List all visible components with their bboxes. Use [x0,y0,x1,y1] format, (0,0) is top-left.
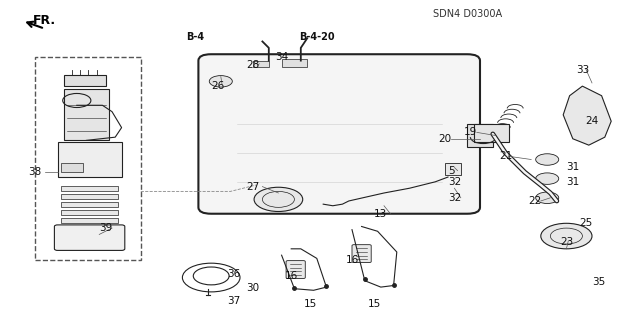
Circle shape [536,192,559,204]
Text: 38: 38 [29,167,42,177]
Text: B-4: B-4 [186,32,204,42]
Bar [58,142,122,177]
Bar [64,75,106,86]
Bar [61,202,118,207]
Text: 32: 32 [448,177,461,187]
Text: B-4-20: B-4-20 [299,32,335,42]
Polygon shape [563,86,611,145]
Text: 24: 24 [586,116,598,126]
Text: 25: 25 [579,218,592,228]
Text: 28: 28 [246,60,259,70]
Bar [61,186,118,191]
Bar [35,57,141,260]
Text: 27: 27 [246,182,259,192]
Text: FR.: FR. [33,14,56,27]
Text: 19: 19 [464,127,477,137]
Text: 21: 21 [499,151,512,161]
Text: 23: 23 [560,237,573,248]
Text: 16: 16 [346,255,358,265]
Bar [445,163,461,175]
Text: 15: 15 [368,299,381,309]
Text: 20: 20 [438,134,451,144]
Text: 15: 15 [304,299,317,309]
FancyBboxPatch shape [352,245,371,263]
Text: 26: 26 [211,81,224,91]
Text: 13: 13 [374,209,387,219]
Text: 32: 32 [448,193,461,203]
Bar [64,89,109,140]
Text: 22: 22 [528,196,541,206]
Bar [253,61,269,67]
Circle shape [254,187,303,211]
FancyBboxPatch shape [198,54,480,214]
Text: 34: 34 [275,52,288,63]
Circle shape [536,173,559,184]
Circle shape [536,154,559,165]
Text: 39: 39 [99,223,112,233]
Text: 35: 35 [592,277,605,287]
Bar [61,218,118,223]
Text: 36: 36 [227,269,240,279]
Bar [282,59,307,67]
Bar [61,194,118,199]
Text: 16: 16 [285,271,298,281]
Bar [467,124,493,147]
Text: 30: 30 [246,283,259,293]
Bar [61,210,118,215]
Text: 33: 33 [576,65,589,75]
Text: 5: 5 [448,166,454,176]
FancyBboxPatch shape [54,225,125,250]
Circle shape [209,76,232,87]
Text: 31: 31 [566,177,579,187]
Text: 37: 37 [227,296,240,307]
FancyBboxPatch shape [286,261,305,278]
Bar [61,163,83,172]
Text: SDN4 D0300A: SDN4 D0300A [433,9,502,19]
Circle shape [541,223,592,249]
Text: 31: 31 [566,162,579,173]
Bar [474,124,509,142]
